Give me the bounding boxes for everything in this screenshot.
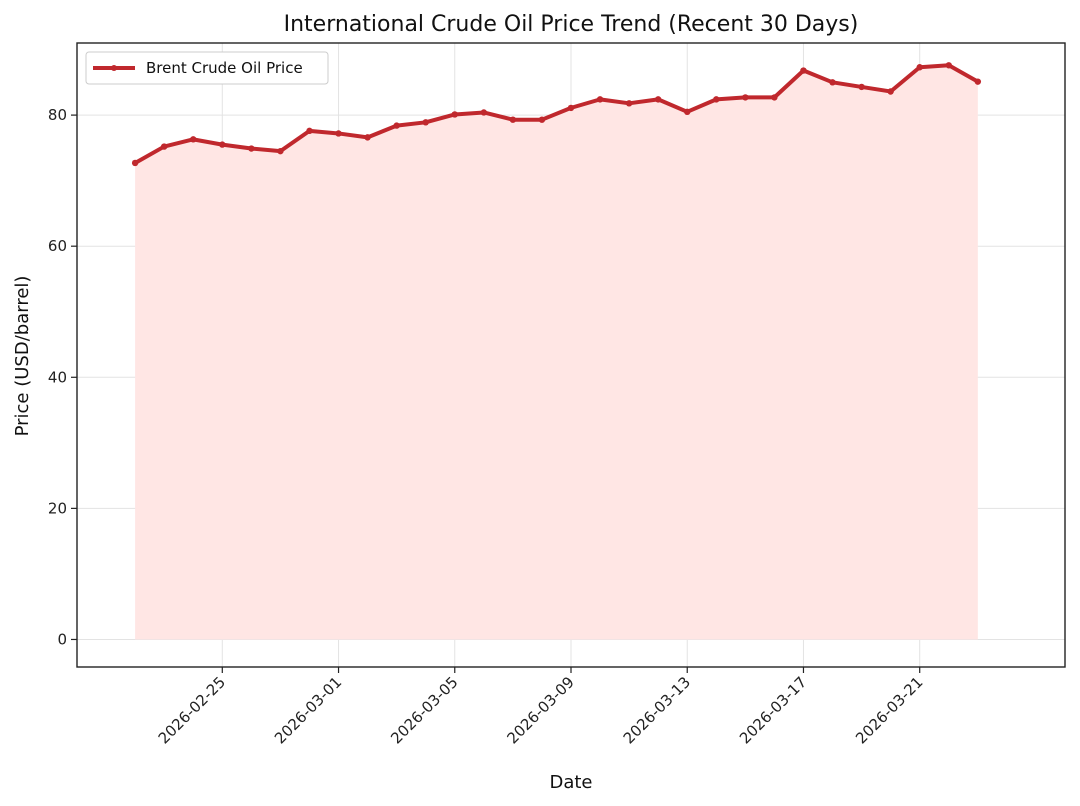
- price-data-point: [684, 108, 691, 116]
- price-line-segment: [946, 63, 980, 84]
- price-data-point: [538, 116, 546, 123]
- price-data-point: [974, 78, 982, 85]
- price-line-segment: [656, 97, 690, 114]
- price-data-point: [190, 136, 197, 143]
- price-data-point: [509, 116, 517, 123]
- price-data-point: [160, 143, 168, 150]
- price-data-point: [625, 100, 633, 107]
- price-line-segment: [191, 137, 225, 147]
- x-tick-label: 2026-03-21: [852, 673, 926, 747]
- price-line-segment: [278, 128, 312, 154]
- price-data-point: [451, 111, 458, 118]
- price-line-segment: [627, 97, 661, 106]
- price-data-point: [422, 119, 429, 126]
- x-tick-label: 2026-03-05: [387, 673, 461, 747]
- price-data-point: [945, 62, 952, 69]
- price-line-segment: [569, 97, 603, 110]
- price-line-segment: [423, 112, 457, 125]
- y-tick-label: 40: [48, 368, 67, 386]
- price-data-point: [364, 134, 371, 141]
- chart-legend: Brent Crude Oil Price: [85, 51, 329, 85]
- price-data-point: [771, 94, 778, 101]
- x-tick-label: 2026-02-25: [155, 673, 229, 747]
- price-data-point: [654, 96, 662, 103]
- y-tick-label: 20: [48, 499, 67, 517]
- legend-swatch-marker: [111, 65, 117, 71]
- price-line-segment: [859, 84, 893, 94]
- price-line-segment: [133, 144, 167, 165]
- price-data-point: [335, 130, 342, 137]
- price-data-point: [742, 94, 749, 101]
- x-tick-label: 2026-03-17: [736, 673, 810, 747]
- data-marks: [131, 62, 982, 167]
- price-data-point: [277, 147, 284, 155]
- price-data-point: [800, 67, 807, 74]
- x-tick-label: 2026-03-09: [503, 673, 577, 747]
- price-line-segment: [772, 68, 806, 100]
- price-data-point: [131, 159, 139, 167]
- price-line-segment: [249, 146, 283, 154]
- price-data-point: [596, 96, 604, 103]
- price-data-point: [713, 96, 720, 103]
- legend-box: [85, 51, 329, 85]
- legend-label-brent: Brent Crude Oil Price: [146, 59, 303, 77]
- x-axis-title: Date: [549, 772, 592, 793]
- price-data-point: [858, 83, 865, 91]
- price-line-segment: [598, 97, 632, 106]
- price-line-segment: [685, 97, 719, 114]
- x-tick-label: 2026-03-13: [620, 673, 694, 747]
- price-area-fill: [135, 65, 978, 640]
- price-line-segment: [394, 120, 428, 128]
- price-data-point: [480, 109, 488, 116]
- price-line-segment: [801, 68, 835, 85]
- price-data-point: [393, 122, 400, 129]
- price-line-segment: [830, 80, 864, 89]
- price-line-segment: [307, 128, 341, 136]
- price-data-point: [829, 79, 836, 86]
- y-tick-label: 60: [48, 237, 67, 255]
- price-line-segment: [888, 65, 922, 94]
- price-data-point: [219, 141, 226, 148]
- price-line-segment: [481, 110, 515, 122]
- price-data-point: [248, 145, 255, 152]
- price-data-point: [916, 64, 923, 71]
- price-line-segment: [452, 110, 486, 117]
- price-data-point: [567, 104, 575, 112]
- y-tick-label: 80: [48, 106, 67, 124]
- price-line-segment: [336, 131, 370, 140]
- price-line-segment: [917, 63, 951, 70]
- price-line-segment: [365, 123, 399, 140]
- price-data-point: [887, 88, 894, 95]
- y-axis-title: Price (USD/barrel): [12, 276, 33, 437]
- price-line-segment: [162, 137, 196, 149]
- x-tick-label: 2026-03-01: [271, 673, 345, 747]
- price-line-segment: [539, 105, 573, 122]
- price-line-segment: [220, 142, 254, 151]
- y-tick-label: 0: [57, 630, 67, 648]
- chart-title: International Crude Oil Price Trend (Rec…: [284, 12, 859, 37]
- price-line-segment: [714, 95, 748, 102]
- price-data-point: [306, 127, 313, 135]
